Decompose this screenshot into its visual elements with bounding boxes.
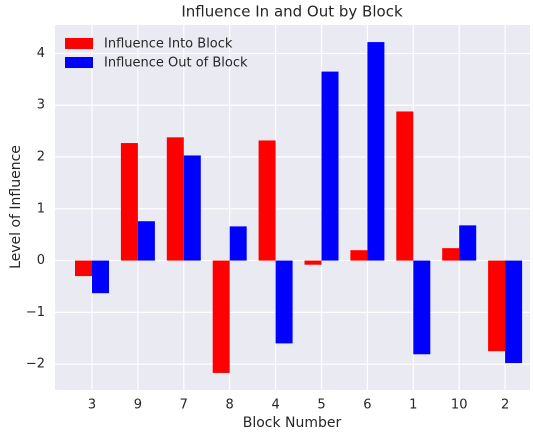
y-tick-label: 0 bbox=[37, 253, 45, 268]
bar bbox=[120, 143, 138, 261]
bar bbox=[229, 226, 247, 261]
y-tick-label: −1 bbox=[26, 305, 45, 320]
bar bbox=[413, 260, 431, 355]
x-tick-label: 3 bbox=[88, 398, 96, 413]
bar bbox=[137, 221, 155, 261]
bar bbox=[350, 250, 368, 261]
x-tick-label: 2 bbox=[501, 398, 509, 413]
bar bbox=[459, 225, 477, 261]
x-tick-label: 6 bbox=[363, 398, 371, 413]
bar bbox=[396, 111, 414, 261]
bar bbox=[304, 260, 322, 265]
bar bbox=[183, 155, 201, 261]
x-tick-label: 7 bbox=[180, 398, 188, 413]
y-tick-label: −2 bbox=[26, 357, 45, 372]
bar bbox=[166, 137, 184, 261]
x-tick-label: 4 bbox=[271, 398, 279, 413]
y-tick-label: 1 bbox=[37, 201, 45, 216]
legend-label: Influence Out of Block bbox=[104, 56, 248, 71]
chart-title: Influence In and Out by Block bbox=[181, 3, 403, 21]
bar bbox=[92, 260, 109, 294]
x-tick-label: 9 bbox=[134, 398, 142, 413]
bar bbox=[442, 248, 460, 261]
bar bbox=[75, 260, 92, 277]
bar bbox=[258, 140, 276, 261]
legend-swatch bbox=[65, 57, 93, 68]
y-tick-label: 2 bbox=[37, 150, 45, 165]
x-tick-label: 5 bbox=[317, 398, 325, 413]
bar bbox=[367, 42, 385, 261]
legend-label: Influence Into Block bbox=[104, 37, 233, 52]
x-tick-label: 8 bbox=[226, 398, 234, 413]
bar bbox=[488, 260, 506, 352]
y-axis-label: Level of Influence bbox=[8, 145, 24, 269]
y-tick-label: 3 bbox=[37, 98, 45, 113]
x-tick-label: 1 bbox=[409, 398, 417, 413]
x-axis-label: Block Number bbox=[243, 415, 342, 431]
y-tick-label: 4 bbox=[37, 46, 45, 61]
bar bbox=[321, 71, 339, 261]
x-tick-label: 10 bbox=[451, 398, 468, 413]
bar bbox=[505, 260, 523, 364]
bar bbox=[212, 260, 230, 373]
bar bbox=[275, 260, 293, 344]
legend-swatch bbox=[65, 38, 93, 49]
